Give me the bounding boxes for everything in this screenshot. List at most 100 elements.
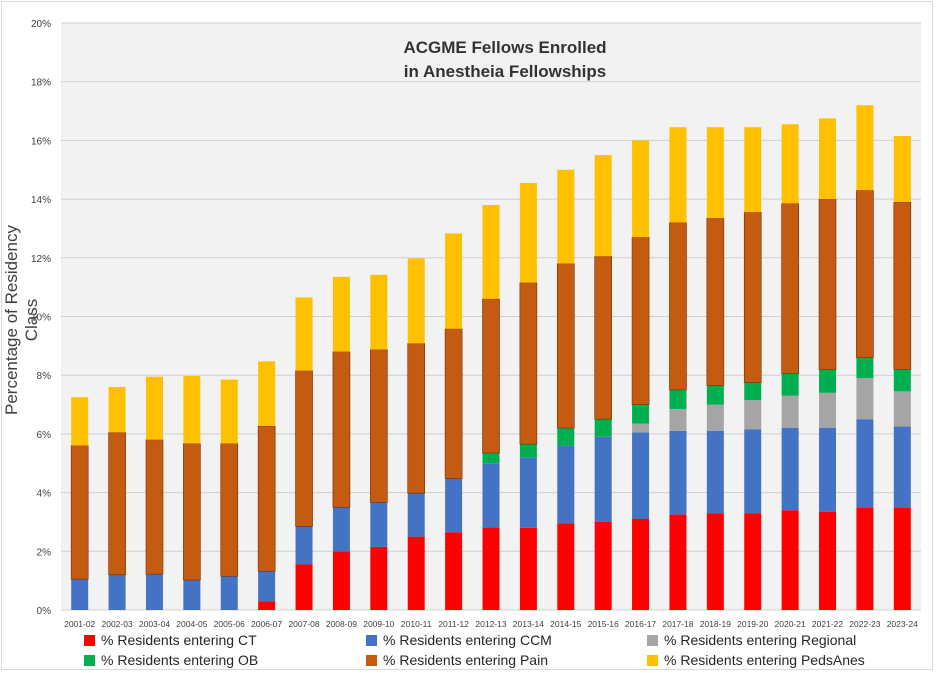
bar-segment [407,493,425,537]
bar-segment [856,378,874,420]
bar-segment [445,478,463,533]
bar-segment [819,511,837,610]
bar-segment [108,386,126,433]
x-tick-label: 2012-13 [475,619,506,629]
y-tick-label: 6% [37,430,52,441]
bar-segment [220,443,239,577]
y-axis-label: Percentage of Residency Class [2,225,41,415]
bar-segment [482,452,500,464]
bar-segment [295,297,313,371]
bar-segment [706,127,724,219]
bar-segment [781,124,799,204]
bar-segment [370,502,388,547]
x-tick-label: 2003-04 [139,619,170,629]
bar-segment [482,298,500,454]
bar-segment [407,536,425,610]
bar-segment [743,212,762,383]
bar-segment [781,428,799,511]
bar-segment [819,369,837,393]
bar-segment [257,425,276,572]
bar-segment [482,204,500,299]
bar-segment [557,428,575,446]
bar-segment [819,118,837,200]
legend-item-regional: % Residents entering Regional [647,632,856,648]
bar-segment [744,127,762,213]
bar-segment [71,397,89,446]
bar-segment [856,357,874,379]
bar-segment [145,439,164,575]
x-tick-label: 2010-11 [401,619,432,629]
legend-label-pain: % Residents entering Pain [383,652,548,668]
bar-segment [744,400,762,430]
bar-segment [557,523,575,610]
x-tick-label: 2015-16 [588,619,619,629]
x-tick-label: 2022-23 [849,619,880,629]
bar-segment [332,276,350,352]
bar-segment [893,201,912,370]
bar-segment [258,361,276,426]
y-tick-label: 20% [31,19,51,30]
bar-segment [856,105,874,191]
bar-segment [445,233,463,329]
bar-segment [781,203,799,375]
x-tick-label: 2018-19 [700,619,731,629]
bar-segment [519,282,538,445]
bar-segment [669,389,687,409]
bar-segment [856,189,874,358]
x-tick-label: 2006-07 [251,619,282,629]
bar-segment [145,376,163,440]
bar-segment [669,408,687,431]
bar-segment [407,258,425,344]
bar-segment [893,369,911,392]
legend-swatch-ct [84,634,95,646]
x-tick-label: 2023-24 [887,619,918,629]
x-tick-label: 2001-02 [64,619,95,629]
bar-segment [594,436,612,522]
bar-segment [744,429,762,514]
x-tick-label: 2005-06 [214,619,245,629]
y-tick-label: 14% [31,195,51,206]
bar-segment [183,443,201,581]
bar-segment [519,444,537,458]
bar-segment [706,513,724,610]
bar-segment [258,601,276,610]
bar-segment [519,527,537,610]
bar-segment [445,532,463,610]
x-tick-label: 2008-09 [326,619,357,629]
bar-segment [482,463,500,528]
bar-segment [856,507,874,610]
legend-label-regional: % Residents entering Regional [664,632,857,648]
bar-segment [706,430,724,514]
bar-segment [108,432,126,576]
bar-segment [220,576,238,610]
y-tick-label: 18% [31,78,51,89]
bar-segment [258,571,276,602]
bar-segment [332,351,351,508]
bar-segment [706,404,724,431]
x-tick-label: 2019-20 [737,619,768,629]
bar-segment [370,274,388,350]
bar-segment [781,373,799,396]
bar-segment [669,127,687,223]
bar-segment [557,445,575,524]
x-tick-label: 2020-21 [775,619,806,629]
bar-segment [669,222,687,391]
bar-segment [818,198,837,370]
legend-swatch-ob [84,654,95,666]
x-tick-label: 2013-14 [513,619,544,629]
bar-segment [632,404,650,424]
y-tick-label: 12% [31,254,51,265]
y-tick-label: 4% [37,489,52,500]
x-tick-label: 2007-08 [288,619,319,629]
bar-segment [295,370,313,527]
bar-segment [893,391,911,427]
x-tick-label: 2021-22 [812,619,843,629]
x-tick-label: 2014-15 [550,619,581,629]
bar-segment [332,551,350,610]
legend-label-pedsanes: % Residents entering PedsAnes [664,652,865,668]
x-tick-label: 2004-05 [176,619,207,629]
y-tick-label: 0% [37,606,52,617]
bar-segment [819,428,837,512]
bar-segment [482,527,500,610]
